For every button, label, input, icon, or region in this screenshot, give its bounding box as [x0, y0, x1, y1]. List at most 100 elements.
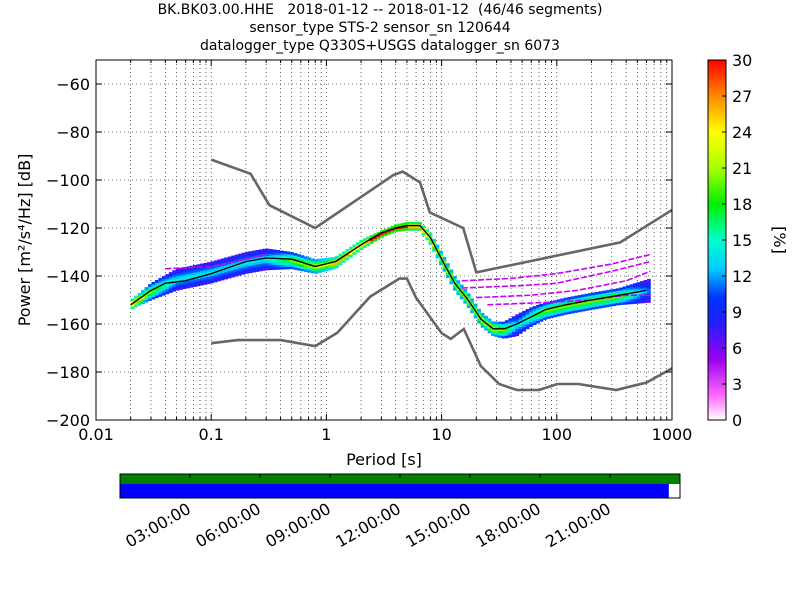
pdf-cell [220, 260, 225, 264]
pdf-cell [137, 300, 142, 304]
pdf-cell [286, 254, 291, 257]
pdf-cell [640, 281, 644, 284]
pdf-cell [487, 320, 492, 324]
pdf-cell [504, 322, 509, 326]
pdf-cell [581, 304, 585, 307]
pdf-cell [335, 263, 339, 266]
pdf-cell [303, 256, 308, 260]
colorbar-ticks: 0 3 6 9 12 15 18 21 24 27 30 [722, 51, 752, 430]
pdf-cell [497, 323, 502, 327]
pdf-cell [331, 264, 336, 268]
pdf-cell [515, 331, 520, 334]
pdf-cell [241, 262, 246, 266]
pdf-cell [345, 257, 350, 261]
pdf-cell [168, 283, 173, 287]
pdf-cell [272, 252, 277, 255]
pdf-cell [518, 331, 523, 334]
pdf-cell [421, 232, 426, 236]
pdf-cell [248, 251, 253, 254]
pdf-cell [539, 316, 544, 320]
pdf-cell [321, 260, 326, 264]
pdf-cell [598, 291, 603, 294]
pdf-cell [459, 296, 464, 300]
pdf-cell [588, 295, 592, 299]
pdf-cell [622, 301, 627, 305]
pdf-cell [241, 255, 246, 258]
timeline-tick-label: 18:00:00 [472, 499, 544, 551]
pdf-cell [629, 301, 634, 305]
pdf-cell [224, 276, 229, 280]
pdf-cell [591, 299, 596, 303]
pdf-cell [314, 268, 319, 272]
pdf-cell [345, 251, 350, 254]
low-noise-model-line [211, 277, 672, 392]
pdf-cell [373, 233, 378, 237]
pdf-cell [272, 249, 277, 253]
pdf-cell [446, 268, 450, 271]
pdf-cell [130, 298, 135, 302]
pdf-cell [387, 229, 391, 233]
pdf-cell [466, 302, 471, 306]
pdf-cell [328, 265, 332, 268]
pdf-cell [210, 278, 215, 281]
pdf-cell [380, 232, 384, 236]
pdf-cell [151, 281, 156, 285]
timeline-tick-label: 12:00:00 [332, 499, 404, 551]
pdf-cell [203, 274, 208, 278]
pdf-cell [251, 260, 256, 263]
pdf-cell [501, 331, 506, 334]
pdf-cell [362, 242, 367, 246]
pdf-cell [456, 292, 461, 295]
pdf-cell [605, 299, 610, 303]
pdf-cell [269, 249, 274, 252]
pdf-cell [622, 286, 627, 290]
pdf-cell [241, 257, 246, 261]
pdf-cell [217, 278, 222, 282]
pdf-cell [317, 263, 322, 266]
pdf-cell [456, 282, 461, 286]
pdf-cell [446, 272, 450, 276]
pdf-cell [473, 303, 478, 307]
pdf-cell [272, 262, 277, 265]
pdf-cell [646, 286, 651, 289]
pdf-cell [432, 246, 436, 250]
pdf-cell [272, 259, 277, 263]
pdf-cell [376, 236, 381, 240]
pdf-cell [615, 290, 620, 294]
pdf-cell [646, 288, 651, 292]
pdf-cell [151, 284, 156, 288]
pdf-cell [546, 306, 551, 310]
pdf-cell [168, 279, 173, 282]
pdf-cell [206, 274, 211, 277]
pdf-cell [581, 299, 585, 302]
pdf-cell [601, 293, 606, 296]
timeline: 03:00:0006:00:0009:00:0012:00:0015:00:00… [119, 473, 681, 551]
pdf-cell [231, 255, 235, 259]
pdf-cell [189, 272, 194, 276]
pdf-cell [258, 258, 263, 262]
pdf-cell [539, 308, 544, 312]
pdf-cell [407, 228, 412, 231]
pdf-cell [352, 249, 357, 253]
pdf-cell [189, 275, 194, 279]
pdf-cell [629, 298, 634, 302]
pdf-cell [473, 308, 478, 312]
pdf-cell [518, 328, 523, 332]
x-tick-label: 100 [542, 425, 573, 444]
pdf-cell [601, 305, 606, 308]
pdf-cell [508, 323, 513, 326]
pdf-cell [567, 297, 572, 300]
pdf-cell [279, 259, 284, 263]
pdf-cell [355, 249, 360, 253]
pdf-cell [373, 236, 378, 240]
pdf-cell [245, 268, 249, 272]
pdf-cell [595, 294, 599, 297]
pdf-cell [459, 284, 464, 288]
pdf-cell [148, 284, 152, 287]
pdf-cell [463, 296, 468, 299]
pdf-cell [279, 264, 284, 268]
pdf-cell [352, 252, 357, 256]
pdf-cell [158, 280, 163, 283]
pdf-cell [608, 294, 613, 298]
pdf-cell [629, 289, 634, 292]
